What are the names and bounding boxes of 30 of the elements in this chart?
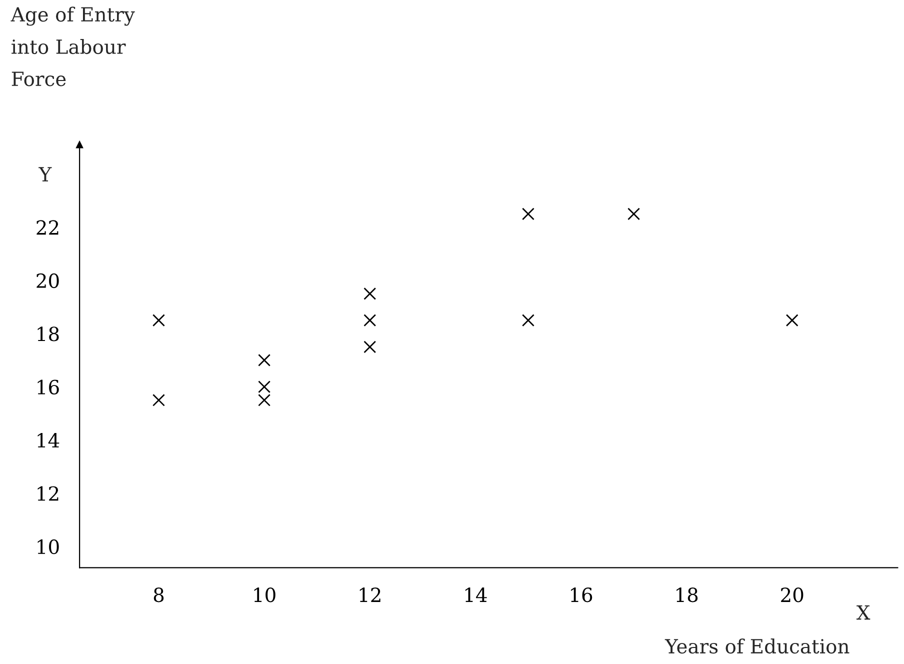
- point: [628, 208, 640, 220]
- y-tick-label: 14: [38, 432, 60, 448]
- point: [152, 394, 165, 406]
- y-tick-label: 22: [36, 220, 58, 235]
- y-tick-label: 20: [36, 273, 59, 288]
- point: [258, 380, 271, 394]
- text: Y: [38, 167, 52, 182]
- point: [152, 314, 165, 327]
- point: [364, 340, 376, 354]
- point: [364, 314, 376, 327]
- x-tick-label: 14: [465, 588, 487, 602]
- y-tick-label: 12: [38, 486, 58, 501]
- point: [258, 354, 271, 366]
- text: X: [856, 605, 870, 620]
- x-tick-label: 16: [570, 588, 592, 602]
- x-tick-label: 18: [676, 588, 698, 602]
- x-axis-title: Years of Education: [664, 638, 850, 654]
- x-tick-label: 8: [154, 588, 164, 602]
- point: [522, 314, 534, 327]
- y-tick-label: 10: [38, 539, 59, 554]
- point: [364, 287, 376, 300]
- x-tick-label: 10: [254, 588, 276, 602]
- point: [786, 314, 798, 327]
- y-tick-label: 16: [38, 380, 59, 394]
- x-tick-label: 12: [360, 588, 380, 602]
- x-tick-label: 20: [781, 588, 804, 602]
- y-axis-title: Age of Entry into Labour Force: [10, 6, 135, 86]
- y-tick-label: 18: [38, 326, 59, 342]
- point: [258, 394, 271, 406]
- point: [522, 208, 534, 220]
